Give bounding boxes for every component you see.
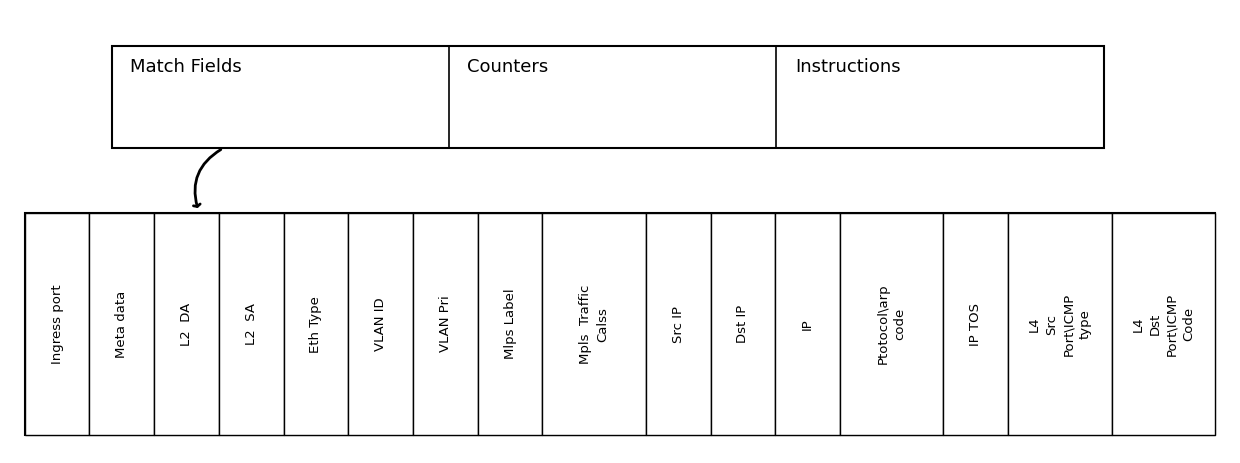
Text: VLAN Pri: VLAN Pri	[439, 296, 451, 352]
Bar	[711, 213, 775, 435]
Bar	[775, 213, 839, 435]
Bar	[413, 213, 477, 435]
Bar	[348, 213, 413, 435]
Text: Eth Type: Eth Type	[310, 296, 322, 352]
Bar	[1008, 213, 1112, 435]
Bar	[284, 213, 348, 435]
Text: Ingress port: Ingress port	[51, 284, 63, 364]
Text: L2  DA: L2 DA	[180, 302, 193, 346]
Bar	[839, 213, 944, 435]
Text: Ptotocol\arp
code: Ptotocol\arp code	[877, 284, 906, 364]
Bar	[25, 213, 89, 435]
Text: Mpls  Traffic
Calss: Mpls Traffic Calss	[579, 284, 609, 364]
Text: VLAN ID: VLAN ID	[374, 297, 387, 351]
Text: L4
Src
Port\ICMP
type: L4 Src Port\ICMP type	[1028, 293, 1092, 356]
Bar	[542, 213, 646, 435]
Bar	[154, 213, 219, 435]
Text: L2  SA: L2 SA	[244, 303, 258, 345]
Bar	[477, 213, 542, 435]
Bar	[112, 46, 1104, 148]
Text: Mlps Label: Mlps Label	[503, 289, 517, 359]
Text: IP: IP	[801, 318, 815, 330]
Text: IP TOS: IP TOS	[970, 303, 982, 345]
Text: L4
Dst
Port\ICMP
Code: L4 Dst Port\ICMP Code	[1131, 293, 1195, 356]
Bar	[1112, 213, 1215, 435]
Text: Match Fields: Match Fields	[130, 58, 242, 76]
Bar	[25, 213, 1215, 435]
Text: Instructions: Instructions	[795, 58, 900, 76]
Text: Dst IP: Dst IP	[737, 305, 749, 343]
Text: Meta data: Meta data	[115, 290, 129, 358]
Bar	[646, 213, 711, 435]
Bar	[219, 213, 284, 435]
Text: Counters: Counters	[467, 58, 549, 76]
Bar	[89, 213, 154, 435]
Text: Src IP: Src IP	[672, 306, 684, 343]
Bar	[944, 213, 1008, 435]
